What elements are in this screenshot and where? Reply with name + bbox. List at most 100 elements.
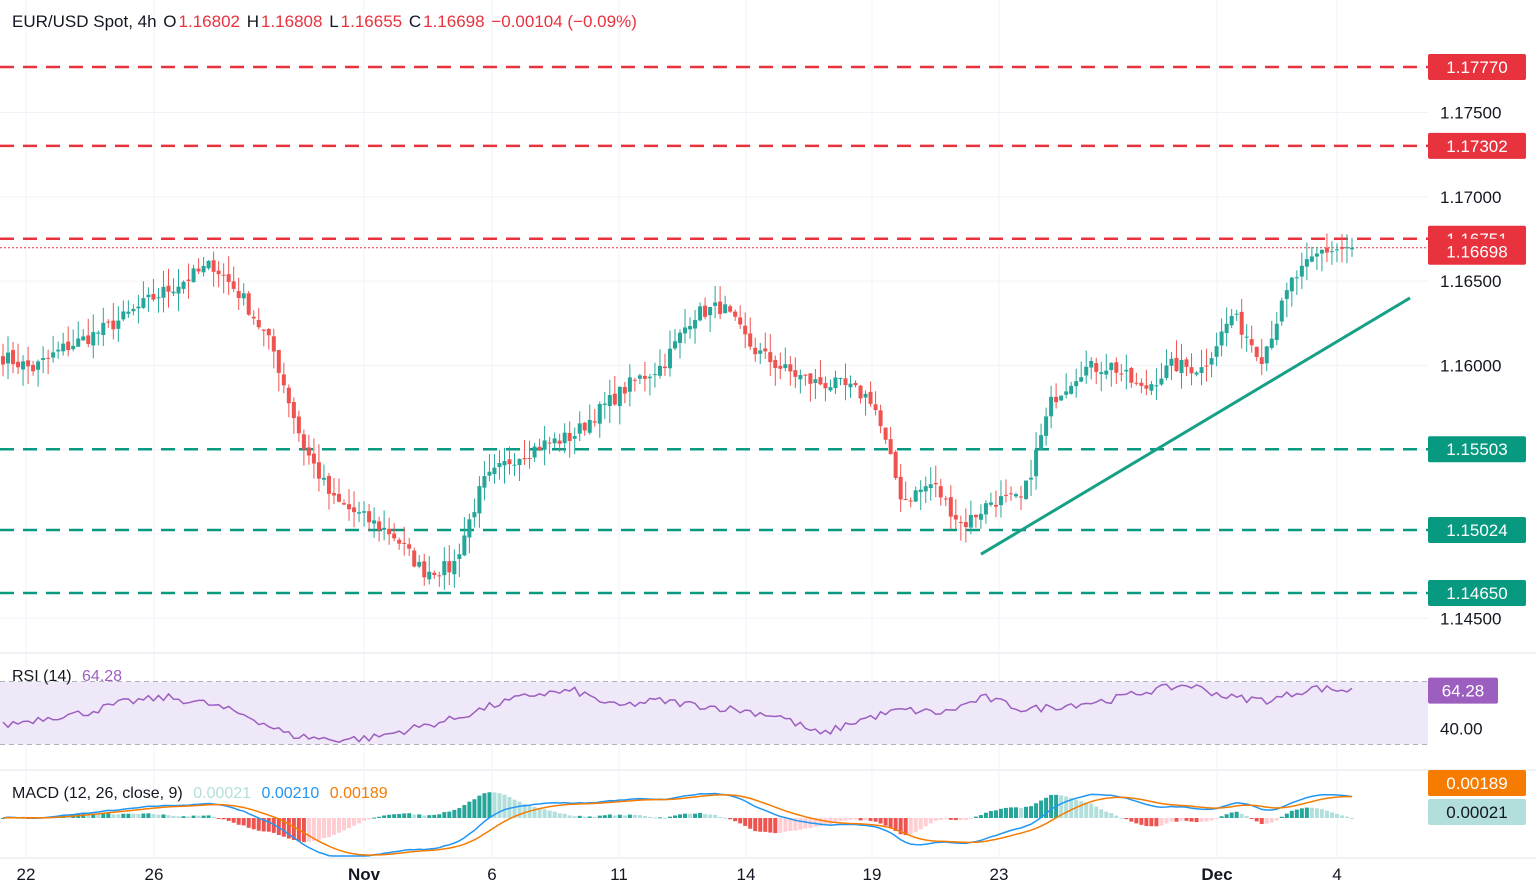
macd-histogram-bar [246, 818, 251, 828]
macd-histogram-bar [1019, 807, 1024, 818]
candle-body [1339, 247, 1344, 249]
macd-histogram-bar [672, 815, 677, 818]
candle-body [1194, 372, 1199, 375]
candle-body [758, 350, 763, 354]
candle-body [1139, 382, 1144, 386]
candle-body [191, 268, 196, 283]
candle-body [1309, 256, 1314, 262]
candle-body [1114, 362, 1119, 373]
macd-histogram-bar [171, 815, 176, 818]
time-tick-label: Dec [1201, 865, 1232, 884]
macd-histogram-bar [216, 818, 221, 819]
macd-histogram-bar [657, 817, 662, 819]
candle-body [667, 348, 672, 369]
candle-body [547, 442, 552, 444]
macd-histogram-bar [422, 815, 427, 818]
level-badge [1428, 579, 1526, 606]
macd-histogram-bar [632, 814, 637, 818]
macd-histogram-bar [146, 813, 151, 818]
macd-histogram-bar [236, 818, 241, 825]
candle-body [988, 502, 993, 505]
macd-histogram-bar [562, 813, 567, 818]
candle-body [336, 493, 341, 502]
candle-body [848, 383, 853, 388]
macd-histogram-bar [622, 815, 627, 818]
macd-histogram-bar [1189, 818, 1194, 822]
candle-body [662, 366, 667, 369]
macd-histogram-bar [251, 818, 256, 830]
candle-body [527, 457, 532, 459]
macd-histogram-bar [301, 818, 306, 843]
candle-body [1089, 360, 1094, 368]
candle-body [181, 281, 186, 289]
macd-histogram-bar [442, 812, 447, 818]
macd-label: MACD (12, 26, close, 9) [12, 785, 183, 802]
macd-histogram-bar [908, 818, 913, 835]
candle-body [437, 575, 442, 577]
candle-body [773, 359, 778, 368]
candle-body [321, 477, 326, 480]
macd-histogram-bar [592, 816, 597, 818]
macd-histogram-bar [913, 818, 918, 833]
candle-body [763, 348, 768, 352]
macd-histogram-bar [577, 815, 582, 818]
candle-body [482, 476, 487, 488]
axes: 1.175001.170001.165001.160001.155001.150… [17, 54, 1526, 884]
candle-body [587, 419, 592, 433]
time-tick-label: 11 [610, 865, 628, 884]
macd-histogram-bar [532, 806, 537, 818]
candle-body [176, 286, 181, 294]
candle-body [1214, 346, 1219, 357]
candle-body [1159, 378, 1164, 385]
macd-histogram-bar [602, 815, 607, 818]
macd-histogram-bar [281, 818, 286, 837]
macd-histogram-bar [106, 813, 111, 818]
macd-histogram-bar [1224, 814, 1229, 818]
candle-body [918, 489, 923, 493]
candle-body [637, 375, 642, 379]
macd-signal-value: 0.00189 [329, 785, 388, 802]
candle-body [572, 436, 577, 439]
macd-histogram-bar [462, 804, 467, 818]
macd-histogram-bar [136, 813, 141, 818]
macd-histogram-bar [211, 816, 216, 818]
macd-histogram-bar [738, 818, 743, 824]
macd-histogram-bar [597, 815, 602, 818]
macd-histogram-bar [397, 814, 402, 818]
macd-histogram-bar [191, 815, 196, 818]
macd-histogram-bar [1003, 807, 1008, 818]
candle-body [778, 365, 783, 369]
macd-histogram-bar [853, 818, 858, 820]
macd-histogram-bar [487, 792, 492, 818]
candle-body [116, 320, 121, 329]
macd-histogram-bar [387, 814, 392, 818]
macd-histogram-bar [1264, 818, 1269, 824]
macd-histogram-bar [537, 808, 542, 818]
open-value: 1.16802 [178, 12, 240, 31]
macd-histogram-bar [943, 818, 948, 820]
macd-histogram-bar [497, 793, 502, 818]
macd-histogram-bar [1169, 818, 1174, 822]
macd-histogram-bar [547, 810, 552, 818]
candle-body [502, 461, 507, 466]
macd-histogram-bar [1229, 812, 1234, 818]
candle-body [1044, 416, 1049, 436]
macd-histogram-bar [261, 818, 266, 832]
candle-body [738, 317, 743, 325]
candle-body [813, 379, 818, 384]
macd-histogram-bar [627, 814, 632, 818]
macd-histogram-bar [1274, 818, 1279, 821]
macd-histogram-bar [1154, 818, 1159, 827]
candle-body [537, 446, 542, 451]
candle-body [1319, 249, 1324, 254]
candle-body [121, 311, 126, 320]
candle-body [1069, 385, 1074, 394]
candle-body [693, 320, 698, 329]
candle-body [41, 358, 46, 360]
candle-body [432, 572, 437, 576]
macd-histogram-bar [617, 814, 622, 818]
rsi-band [0, 681, 1428, 745]
macd-histogram-bar [432, 814, 437, 818]
macd-histogram-bar [1044, 797, 1049, 818]
